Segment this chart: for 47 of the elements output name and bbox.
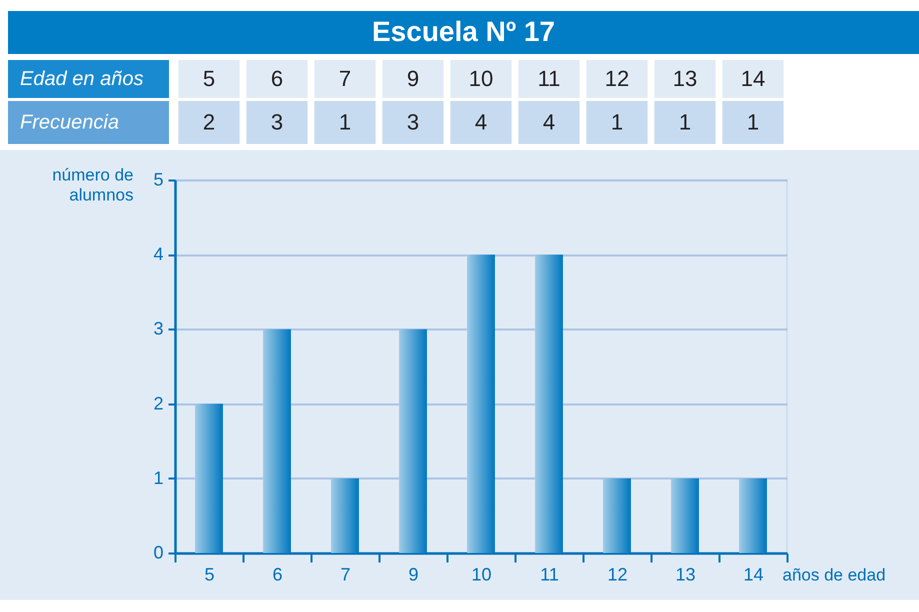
category-label: 9 <box>406 66 420 91</box>
x-tick-label: 12 <box>607 564 628 584</box>
bar <box>195 404 223 553</box>
bar <box>535 254 563 553</box>
y-tick-label: 5 <box>153 170 164 190</box>
y-tick-label: 3 <box>153 318 164 339</box>
bar <box>467 254 495 553</box>
y-tick-label: 1 <box>153 468 164 488</box>
x-tick-label: 11 <box>540 564 559 584</box>
category-label: 12 <box>604 66 630 91</box>
category-label: 7 <box>338 66 352 91</box>
bar <box>399 329 427 553</box>
data-label: 3 <box>270 110 284 134</box>
text: Edad en años <box>20 68 144 90</box>
data-label: 4 <box>474 110 488 134</box>
x-axis-title: años de edad <box>782 566 886 584</box>
bar <box>603 478 631 553</box>
bar <box>671 478 699 553</box>
data-label: 1 <box>338 110 352 134</box>
y-tick-label: 0 <box>153 542 164 562</box>
data-label: 4 <box>542 110 556 134</box>
x-tick-label: 13 <box>675 564 696 584</box>
x-tick-label: 10 <box>471 564 492 584</box>
x-tick-label: 9 <box>408 564 419 584</box>
x-tick-label: 6 <box>272 564 283 584</box>
bar <box>739 478 767 553</box>
x-tick-label: 7 <box>340 564 351 584</box>
bar <box>331 478 359 553</box>
text: Frecuencia <box>20 112 119 134</box>
category-label: 5 <box>202 66 216 91</box>
data-label: 2 <box>202 110 216 134</box>
chart-title: Escuela Nº 17 <box>372 16 555 47</box>
y-tick-label: 2 <box>153 393 164 414</box>
x-tick-label: 5 <box>204 564 215 584</box>
y-tick-label: 4 <box>153 244 164 264</box>
category-label: 10 <box>468 66 494 91</box>
x-tick-label: 14 <box>743 564 764 584</box>
data-label: 1 <box>678 110 692 134</box>
category-label: 11 <box>538 66 560 91</box>
y-axis-title: número de alumnos <box>52 166 134 204</box>
category-label: 6 <box>270 66 284 91</box>
data-label: 3 <box>406 110 420 134</box>
data-label: 1 <box>746 110 760 134</box>
data-label: 1 <box>610 110 624 134</box>
bar <box>263 329 291 553</box>
category-label: 14 <box>740 66 766 91</box>
category-label: 13 <box>672 66 698 91</box>
